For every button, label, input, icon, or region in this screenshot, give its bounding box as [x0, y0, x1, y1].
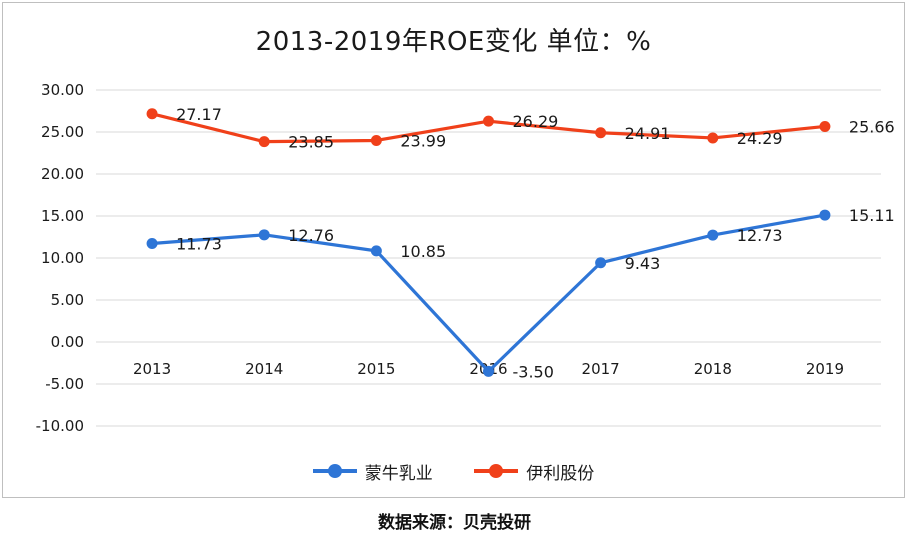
chart-title: 2013-2019年ROE变化 单位：% [255, 27, 652, 57]
data-label-0-1: 12.76 [288, 226, 334, 245]
x-tick-label-0: 2013 [133, 360, 171, 378]
data-point-0-0 [146, 237, 158, 249]
legend-label-series-1: 伊利股份 [526, 463, 595, 484]
data-point-0-6 [819, 209, 831, 221]
data-label-1-1: 23.85 [288, 133, 334, 152]
data-point-0-5 [707, 229, 719, 241]
x-tick-label-2: 2015 [357, 360, 395, 378]
y-tick-label-8: -10.00 [36, 417, 84, 435]
data-label-0-6: 15.11 [849, 206, 895, 225]
data-point-1-5 [707, 132, 719, 144]
data-label-1-0: 27.17 [176, 105, 222, 124]
data-label-0-0: 11.73 [176, 234, 222, 253]
data-point-1-4 [595, 127, 607, 139]
data-label-1-6: 25.66 [849, 117, 895, 136]
data-point-0-2 [370, 245, 382, 257]
x-tick-label-4: 2017 [582, 360, 620, 378]
data-point-1-2 [370, 134, 382, 146]
data-point-1-3 [483, 115, 494, 127]
x-tick-label-5: 2018 [694, 360, 732, 378]
data-point-0-4 [595, 257, 607, 269]
data-point-1-6 [819, 120, 831, 132]
data-label-0-4: 9.43 [625, 254, 661, 273]
data-label-1-3: 26.29 [513, 112, 559, 131]
chart-frame: 2013-2019年ROE变化 单位：% 30.00 25.00 20.00 15.0… [2, 2, 905, 498]
legend-label-series-0: 蒙牛乳业 [364, 463, 433, 484]
series-line-0 [150, 213, 827, 373]
data-point-0-3 [483, 365, 494, 377]
data-label-1-5: 24.29 [737, 129, 783, 148]
x-tick-label-6: 2019 [806, 360, 844, 378]
y-tick-label-7: -5.00 [45, 375, 84, 393]
y-tick-label-6: 0.00 [51, 333, 84, 351]
y-tick-label-1: 25.00 [41, 123, 84, 141]
data-label-0-2: 10.85 [400, 242, 446, 261]
line-chart: 30.00 25.00 20.00 15.00 10.00 5.00 0.00 -5.00 -1… [36, 81, 895, 435]
legend-swatch-series-0 [312, 464, 357, 478]
y-tick-label-5: 5.00 [51, 291, 84, 309]
data-label-0-5: 12.73 [737, 226, 783, 245]
data-label-0-3: -3.50 [513, 362, 554, 381]
y-tick-label-4: 10.00 [41, 249, 84, 267]
data-point-1-0 [146, 108, 158, 120]
x-tick-label-1: 2014 [245, 360, 283, 378]
y-tick-label-2: 20.00 [41, 165, 84, 183]
legend-swatch-series-1 [474, 464, 519, 478]
data-point-0-1 [258, 229, 270, 241]
legend: 蒙牛乳业 伊利股份 [3, 458, 904, 484]
legend-item-series-1: 伊利股份 [474, 459, 594, 484]
data-point-1-1 [258, 136, 270, 148]
data-label-1-2: 23.99 [400, 131, 446, 150]
y-tick-label-3: 15.00 [41, 207, 84, 225]
legend-item-series-0: 蒙牛乳业 [312, 459, 433, 484]
y-tick-label-0: 30.00 [41, 81, 84, 99]
data-label-1-4: 24.91 [625, 124, 671, 143]
source-note: 数据来源：贝壳投研 [378, 513, 531, 533]
